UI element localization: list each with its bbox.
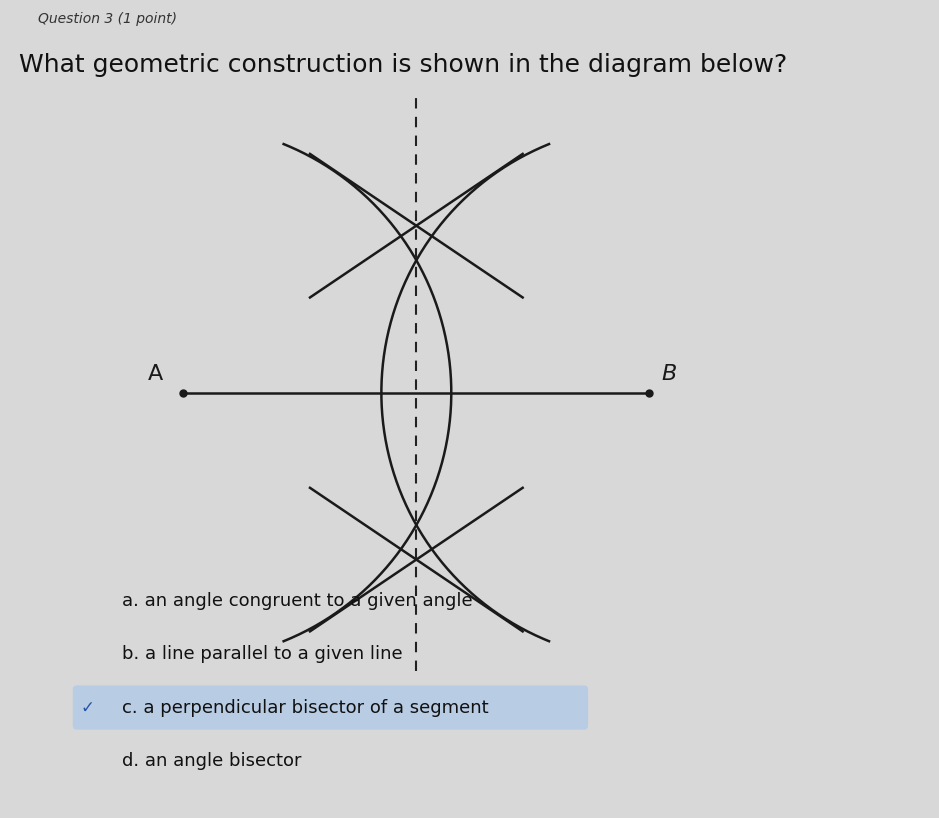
Text: c. a perpendicular bisector of a segment: c. a perpendicular bisector of a segment — [122, 699, 488, 717]
Text: What geometric construction is shown in the diagram below?: What geometric construction is shown in … — [19, 53, 787, 77]
Text: B: B — [662, 365, 677, 384]
Text: b. a line parallel to a given line: b. a line parallel to a given line — [122, 645, 403, 663]
Text: ✓: ✓ — [81, 699, 95, 717]
FancyBboxPatch shape — [72, 685, 588, 730]
Text: A: A — [147, 365, 162, 384]
Text: a. an angle congruent to a given angle: a. an angle congruent to a given angle — [122, 592, 472, 610]
Text: Question 3 (1 point): Question 3 (1 point) — [38, 12, 177, 26]
Text: d. an angle bisector: d. an angle bisector — [122, 752, 301, 770]
